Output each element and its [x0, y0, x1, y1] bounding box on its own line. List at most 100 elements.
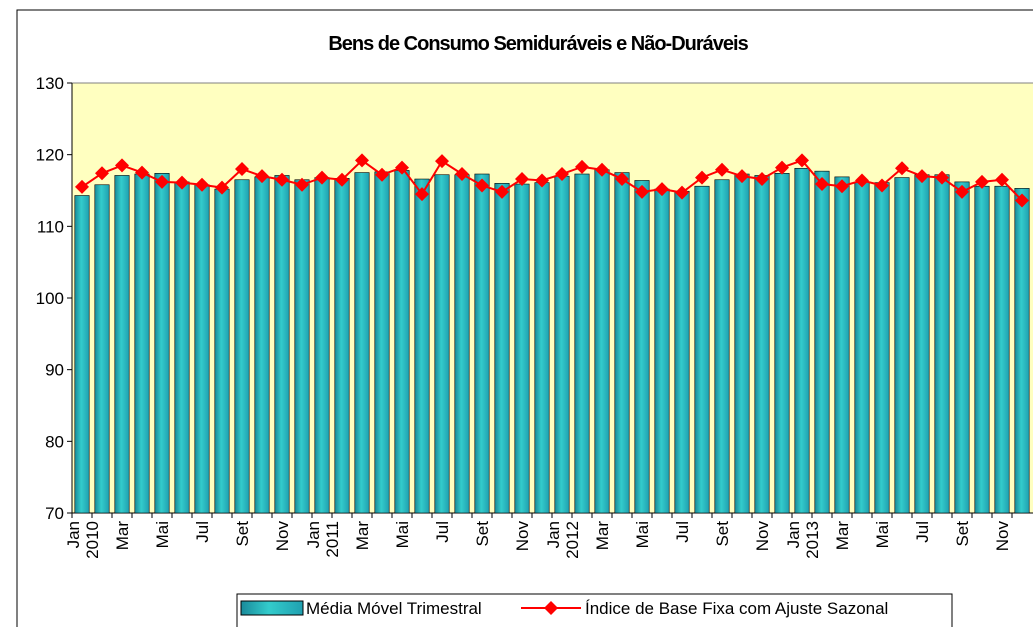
x-tick-label: Mai: [153, 521, 172, 548]
marker: [755, 172, 769, 187]
marker: [355, 153, 369, 168]
bar: [614, 172, 630, 514]
bar: [294, 179, 310, 514]
marker: [335, 172, 349, 187]
x-tick-label: Mar: [593, 521, 612, 551]
bar: [154, 173, 170, 514]
marker: [775, 160, 789, 175]
marker: [395, 160, 409, 175]
x-tick-label: Jan2010: [64, 521, 102, 559]
x-tick-label: Nov: [753, 521, 772, 552]
marker: [475, 178, 489, 193]
bar: [334, 178, 350, 514]
marker: [835, 179, 849, 194]
marker: [575, 159, 589, 174]
bar: [534, 182, 550, 514]
bar: [194, 184, 210, 514]
bar: [734, 173, 750, 514]
marker: [495, 184, 509, 199]
bar: [1014, 188, 1030, 514]
bar: [934, 174, 950, 514]
bar: [774, 173, 790, 514]
marker: [715, 162, 729, 177]
marker: [795, 153, 809, 168]
marker: [455, 167, 469, 182]
bar: [914, 174, 930, 514]
marker: [915, 169, 929, 184]
bar: [254, 176, 270, 514]
bar: [414, 178, 430, 514]
bar: [454, 174, 470, 514]
marker: [215, 180, 229, 195]
legend: Média Móvel Trimestral Índice de Base Fix…: [236, 593, 953, 627]
x-tick-label: Mai: [873, 521, 892, 548]
x-tick-label: Jan2011: [304, 521, 342, 558]
bar: [114, 175, 130, 514]
marker: [895, 161, 909, 176]
bar: [654, 188, 670, 514]
marker: [375, 167, 389, 182]
bar: [394, 170, 410, 514]
x-tick-label: Mai: [633, 521, 652, 548]
bar: [854, 181, 870, 514]
marker: [155, 174, 169, 189]
marker: [875, 178, 889, 193]
bar: [494, 183, 510, 514]
marker: [555, 167, 569, 182]
chart-title: Bens de Consumo Semiduráveis e Não-Duráv…: [328, 33, 748, 55]
bar: [234, 179, 250, 514]
x-tick-label: Mai: [393, 521, 412, 548]
marker: [135, 165, 149, 180]
x-tick-label: Jul: [673, 521, 692, 543]
x-tick-label: Nov: [513, 521, 532, 552]
marker: [415, 187, 429, 202]
marker: [995, 172, 1009, 187]
bar: [314, 177, 330, 514]
bar: [554, 175, 570, 514]
marker: [815, 177, 829, 192]
bar: [754, 175, 770, 514]
bar: [874, 182, 890, 514]
bar: [374, 171, 390, 514]
marker: [735, 169, 749, 184]
marker: [115, 158, 129, 173]
marker: [675, 185, 689, 200]
marker: [855, 173, 869, 188]
marker: [615, 172, 629, 187]
bar: [434, 174, 450, 514]
x-tick-label: Mar: [113, 521, 132, 551]
x-tick-label: Jan2012: [544, 521, 582, 559]
legend-label: Média Móvel Trimestral: [306, 599, 482, 618]
y-tick-label: 70: [45, 504, 64, 523]
marker: [275, 172, 289, 187]
bar: [174, 181, 190, 514]
bar: [574, 173, 590, 514]
marker: [655, 182, 669, 197]
bar: [834, 176, 850, 514]
marker: [975, 174, 989, 189]
bar: [974, 185, 990, 514]
y-tick-label: 110: [37, 217, 64, 236]
bar: [134, 173, 150, 514]
bar: [354, 172, 370, 514]
bar: [994, 185, 1010, 514]
bar: [594, 169, 610, 514]
x-tick-label: Jan2013: [784, 521, 822, 559]
marker: [635, 184, 649, 199]
bar: [514, 183, 530, 514]
legend-box: [236, 593, 953, 627]
bar: [814, 170, 830, 514]
y-tick-label: 100: [36, 289, 64, 308]
x-tick-label: Jul: [913, 521, 932, 543]
bar: [954, 181, 970, 514]
legend-label: Índice de Base Fixa com Ajuste Sazonal: [585, 599, 888, 618]
legend-swatch: [240, 600, 304, 616]
bar: [714, 179, 730, 514]
x-tick-label: Jul: [433, 521, 452, 543]
marker: [255, 169, 269, 184]
marker: [1015, 193, 1029, 208]
marker: [955, 184, 969, 199]
marker: [695, 170, 709, 185]
marker: [315, 170, 329, 185]
